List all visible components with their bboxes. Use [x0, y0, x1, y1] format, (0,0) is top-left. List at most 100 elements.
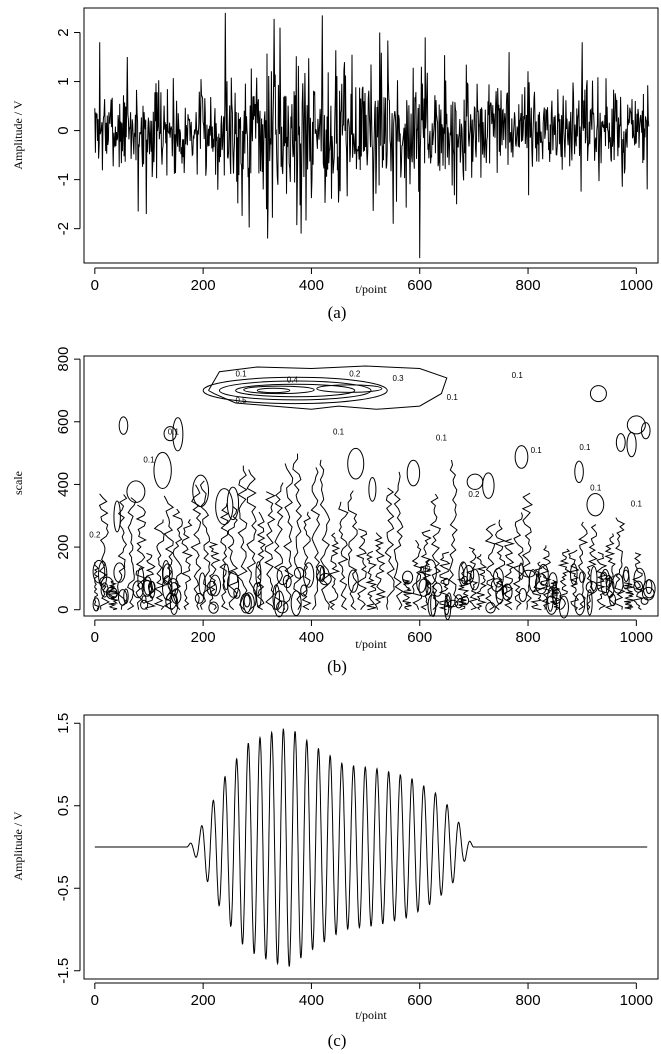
contour-line: [330, 533, 339, 610]
contour-line: [477, 554, 486, 610]
contour-level-label: 0.1: [143, 456, 155, 465]
panel-c-signal: [95, 729, 647, 966]
contour-line: [182, 519, 192, 609]
contour-blob: [127, 481, 145, 502]
contour-blob: [114, 501, 120, 532]
panel-a-y-axis-title: Amplitude / V: [11, 100, 25, 169]
y-tick-label: -1.5: [55, 958, 72, 984]
contour-level-label: 0.1: [512, 371, 524, 380]
contour-level-label: 0.2: [420, 565, 432, 574]
signal-line: [95, 13, 649, 258]
contour-blob: [138, 568, 144, 589]
panel-b-x-axis-title: t/point: [355, 637, 387, 651]
y-tick-label: 600: [55, 409, 72, 434]
contour-line: [375, 533, 384, 610]
contour-line: [128, 498, 136, 610]
panel-a-signal: [95, 13, 649, 258]
contour-level-label: 0.1: [531, 446, 543, 455]
contour-blob: [141, 600, 148, 609]
contour-line: [385, 488, 394, 610]
contour-blob: [244, 595, 250, 607]
y-tick-label: -2: [55, 222, 72, 235]
panel-c-caption: (c): [328, 1031, 347, 1050]
contour-blob: [459, 562, 467, 586]
x-tick-label: 400: [299, 629, 324, 646]
y-tick-label: 2: [55, 28, 72, 36]
contour-line: [220, 503, 228, 610]
panel-b-caption: (b): [327, 657, 347, 676]
contour-blob: [601, 569, 610, 595]
panel-c-y-axis: -1.5 -0.5 0.5 1.5: [55, 713, 80, 984]
x-tick-label: 800: [516, 277, 541, 294]
y-tick-label: -0.5: [55, 875, 72, 901]
contour-blob: [646, 579, 652, 593]
contour-line: [606, 534, 615, 610]
x-tick-label: 200: [191, 277, 216, 294]
contour-level-label: 0.1: [590, 484, 602, 493]
contour-line: [624, 583, 634, 610]
contour-blob: [142, 596, 146, 603]
contour-blob: [209, 602, 218, 613]
contour-level-label: 0.1: [447, 393, 459, 402]
x-tick-label: 1000: [620, 629, 653, 646]
x-tick-label: 800: [516, 629, 541, 646]
x-tick-label: 200: [191, 629, 216, 646]
panel-c: 0 200 400 600 800 1000 -1.5-0.50.51.5 t/point…: [11, 713, 658, 1050]
panel-b: 0.1 0.2 0.4 0.3 0.5 0.1 0.1 0.1 0.1 0.1 0.1 0.1 0.1 0…: [11, 347, 658, 676]
contour-line: [394, 472, 403, 610]
y-tick-label: 0.5: [55, 795, 72, 816]
contour-line: [293, 454, 302, 610]
panel-a-caption: (a): [328, 303, 347, 322]
contour-level-label: 0.1: [168, 427, 180, 436]
panel-a-y-axis: -2-1012: [55, 28, 80, 235]
contour-line: [247, 470, 256, 610]
panel-a: 0 200 400 600 800 1000 -2-1012 t/point Amplit…: [11, 8, 658, 322]
x-tick-label: 600: [407, 277, 432, 294]
contour-level-label: 0.3: [393, 374, 405, 383]
x-tick-label: 0: [91, 992, 99, 1009]
y-tick-label: 400: [55, 472, 72, 497]
contour-line: [615, 518, 624, 610]
contour-blob: [114, 563, 125, 582]
contour-level-label: 0.5: [235, 396, 247, 405]
contour-level-label: 0.1: [333, 427, 345, 436]
contour-blob: [93, 598, 99, 611]
contour-line: [504, 539, 513, 610]
contour-level-label: 0.2: [349, 369, 361, 378]
contour-blob: [119, 417, 128, 434]
panel-b-y-axis: 0200400600800: [55, 347, 80, 614]
x-tick-label: 600: [407, 992, 432, 1009]
contour-line: [136, 505, 146, 610]
panel-b-contours: [93, 366, 655, 620]
contour-blob: [369, 477, 376, 501]
contour-line: [523, 493, 532, 610]
contour-blob: [523, 570, 535, 577]
contour-blob: [519, 589, 526, 602]
contour-level-label: 0.2: [468, 490, 480, 499]
y-tick-label: 0: [55, 606, 72, 614]
contour-line: [449, 460, 459, 610]
panel-a-x-axis-title: t/point: [355, 282, 387, 296]
contour-level-label: 0.1: [235, 369, 247, 378]
contour-blob: [348, 448, 364, 479]
x-tick-label: 400: [299, 992, 324, 1009]
contour-ring: [257, 388, 289, 392]
contour-line: [339, 502, 348, 610]
contour-blob: [154, 452, 171, 488]
y-tick-label: 800: [55, 347, 72, 372]
contour-blob: [483, 473, 494, 499]
contour-blob: [575, 594, 585, 615]
contour-blob: [591, 566, 597, 590]
contour-level-label: 0.1: [631, 499, 643, 508]
contour-ring: [317, 385, 382, 393]
panel-b-contour-labels: 0.1 0.2 0.4 0.3 0.5 0.1 0.1 0.1 0.1 0.1 0.1 0.1 0.1 0…: [89, 369, 642, 574]
x-tick-label: 800: [516, 992, 541, 1009]
contour-line: [486, 524, 496, 610]
wave-packet-line: [95, 729, 647, 966]
contour-level-label: 0.2: [89, 531, 101, 540]
panel-b-plot-frame: [84, 356, 658, 616]
contour-blob: [467, 474, 483, 489]
y-tick-label: 1.5: [55, 713, 72, 734]
panel-c-x-axis-title: t/point: [355, 1008, 387, 1022]
contour-blob: [575, 461, 584, 482]
